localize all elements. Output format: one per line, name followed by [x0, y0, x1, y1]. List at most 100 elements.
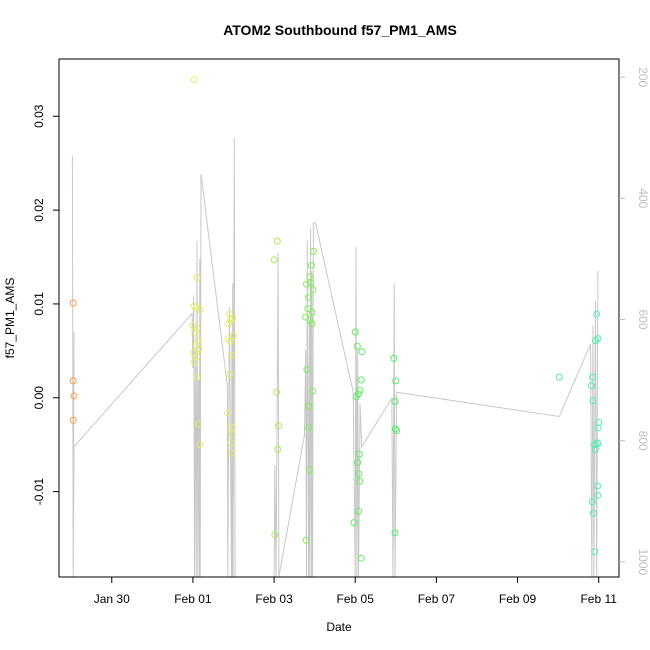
data-point-78 — [391, 529, 399, 537]
data-point-41 — [309, 247, 317, 255]
x-axis: Jan 30 Feb 01 Feb 03 Feb 05 Feb 07 Feb 09 Feb … — [94, 577, 617, 606]
data-point-44 — [307, 279, 315, 287]
data-point-56 — [305, 424, 313, 432]
x-tick-label: Feb 03 — [255, 592, 293, 606]
data-point-24 — [225, 320, 233, 328]
data-point-71 — [350, 519, 358, 527]
data-point-58 — [302, 536, 310, 544]
data-point-77 — [393, 427, 401, 435]
data-point-53 — [303, 366, 311, 374]
data-point-91 — [592, 445, 599, 453]
data-point-48 — [304, 305, 312, 313]
x-tick-label: Feb 07 — [418, 592, 456, 606]
data-point-52 — [308, 320, 316, 328]
y-tick-label: 0.01 — [32, 292, 46, 316]
data-point-30 — [223, 409, 231, 417]
data-point-93 — [594, 491, 602, 499]
data-point-11 — [191, 328, 199, 336]
y-tick-label: -0.01 — [32, 478, 46, 506]
x-axis-label: Date — [326, 620, 352, 634]
data-point-84 — [587, 382, 595, 390]
data-point-95 — [589, 509, 597, 517]
y-axis-label: f57_PM1_AMS — [3, 278, 17, 359]
y2-tick-label: 1000 — [636, 549, 650, 576]
data-point-87 — [594, 424, 602, 432]
data-point-33 — [227, 439, 235, 447]
data-point-62 — [357, 376, 365, 384]
data-point-17 — [191, 358, 198, 366]
data-point-63 — [356, 386, 364, 394]
data-point-49 — [308, 308, 316, 316]
data-point-4 — [190, 76, 198, 84]
x-tick-label: Feb 01 — [174, 592, 212, 606]
data-point-72 — [357, 554, 365, 562]
data-point-42 — [307, 261, 315, 269]
data-point-45 — [303, 280, 310, 288]
data-point-0 — [69, 299, 77, 307]
data-point-61 — [358, 348, 366, 356]
data-point-39 — [274, 445, 282, 453]
data-point-51 — [306, 316, 314, 324]
data-point-2 — [70, 392, 78, 400]
chart-title: ATOM2 Southbound f57_PM1_AMS — [223, 22, 457, 38]
data-point-96 — [591, 548, 599, 556]
data-point-82 — [592, 337, 599, 344]
data-point-6 — [190, 302, 198, 310]
data-point-54 — [309, 387, 317, 395]
data-point-92 — [594, 482, 601, 490]
data-point-8 — [196, 306, 204, 314]
data-point-80 — [593, 310, 601, 318]
y2-axis: 200 400 600 800 1000 — [619, 67, 650, 576]
data-point-20 — [196, 441, 204, 449]
data-point-35 — [273, 237, 281, 245]
y2-tick-label: 600 — [636, 309, 650, 329]
y2-tick-label: 800 — [636, 431, 650, 451]
data-point-10 — [193, 324, 201, 332]
data-point-70 — [355, 507, 362, 515]
x-tick-label: Feb 05 — [337, 592, 375, 606]
data-point-43 — [306, 273, 314, 281]
data-point-18 — [193, 373, 201, 381]
data-point-36 — [270, 256, 278, 264]
data-point-65 — [352, 393, 360, 401]
data-point-67 — [354, 459, 362, 466]
data-point-32 — [228, 430, 236, 438]
data-point-27 — [226, 338, 234, 345]
data-point-68 — [355, 470, 363, 478]
y2-tick-label: 200 — [636, 67, 650, 87]
data-point-57 — [305, 466, 313, 474]
data-point-55 — [305, 402, 313, 410]
data-point-34 — [228, 449, 236, 457]
x-tick-label: Feb 09 — [499, 592, 537, 606]
data-point-46 — [309, 286, 317, 294]
data-point-85 — [589, 397, 597, 405]
data-point-76 — [391, 425, 399, 433]
data-point-90 — [591, 441, 599, 449]
data-point-38 — [275, 422, 282, 430]
data-point-31 — [227, 423, 235, 431]
y2-tick-label: 400 — [636, 188, 650, 208]
data-point-19 — [194, 420, 202, 428]
data-point-23 — [227, 316, 235, 324]
data-point-73 — [390, 354, 398, 362]
data-point-12 — [194, 337, 202, 344]
y-axis: -0.01 0.00 0.01 0.02 0.03 — [32, 104, 59, 505]
x-tick-label: Feb 11 — [580, 592, 617, 606]
data-point-94 — [588, 498, 596, 506]
data-point-22 — [229, 314, 237, 322]
data-point-59 — [351, 328, 359, 336]
plot-frame — [58, 58, 620, 578]
data-point-1 — [69, 377, 77, 385]
data-point-3 — [69, 416, 77, 424]
y-tick-label: 0.02 — [32, 198, 46, 222]
data-point-40 — [271, 531, 279, 539]
points-layer — [69, 76, 603, 562]
data-point-66 — [355, 450, 363, 458]
data-point-69 — [356, 477, 364, 485]
data-point-14 — [195, 345, 203, 353]
data-point-74 — [392, 377, 400, 385]
data-point-7 — [192, 304, 200, 312]
x-tick-label: Jan 30 — [94, 592, 130, 606]
